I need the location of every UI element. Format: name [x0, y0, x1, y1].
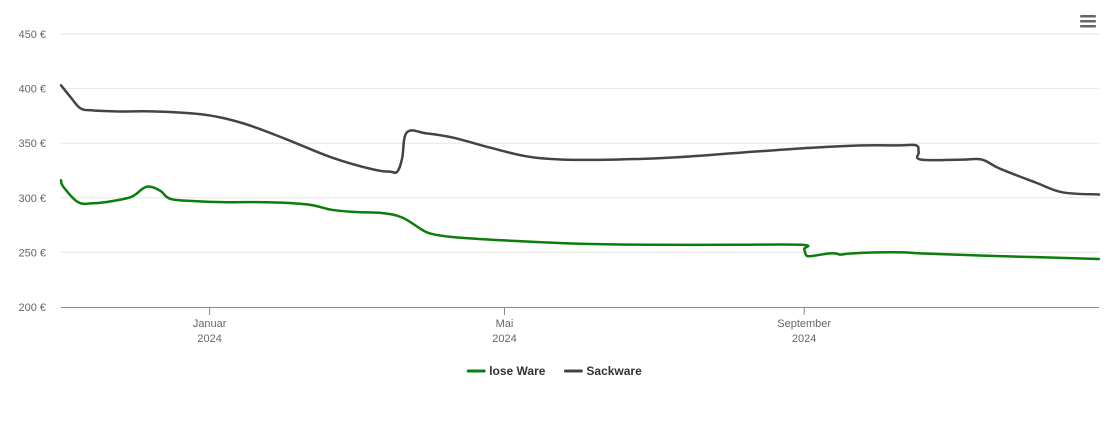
x-tick-label-2: September: [777, 318, 831, 330]
grid-lines: [61, 33, 1099, 253]
x-tick-label-0: Januar: [193, 318, 227, 330]
y-tick-label-300: 300 €: [18, 193, 46, 205]
x-axis: Januar 2024 Mai 2024 September 2024: [61, 307, 1099, 345]
x-tick-year-2: 2024: [792, 333, 816, 345]
hamburger-menu-icon[interactable]: [1080, 15, 1096, 28]
x-tick-year-0: 2024: [197, 333, 221, 345]
series-line-sackware: [59, 84, 1101, 196]
series-line-lose-ware: [59, 179, 1101, 261]
y-tick-label-200: 200 €: [18, 302, 46, 314]
legend: lose Ware Sackware: [466, 364, 642, 378]
legend-item-sackware[interactable]: Sackware: [563, 364, 642, 378]
x-tick-label-1: Mai: [496, 318, 514, 330]
y-tick-label-350: 350 €: [18, 138, 46, 150]
legend-label-1: Sackware: [586, 364, 642, 378]
x-tick-year-1: 2024: [492, 333, 516, 345]
y-tick-label-250: 250 €: [18, 247, 46, 259]
y-tick-label-450: 450 €: [18, 29, 46, 41]
legend-label-0: lose Ware: [489, 364, 546, 378]
legend-item-lose-ware[interactable]: lose Ware: [466, 364, 546, 378]
y-axis-labels: 200 € 250 € 300 € 350 € 400 € 450 €: [18, 29, 46, 314]
y-tick-label-400: 400 €: [18, 84, 46, 96]
series-lines: [59, 84, 1101, 261]
